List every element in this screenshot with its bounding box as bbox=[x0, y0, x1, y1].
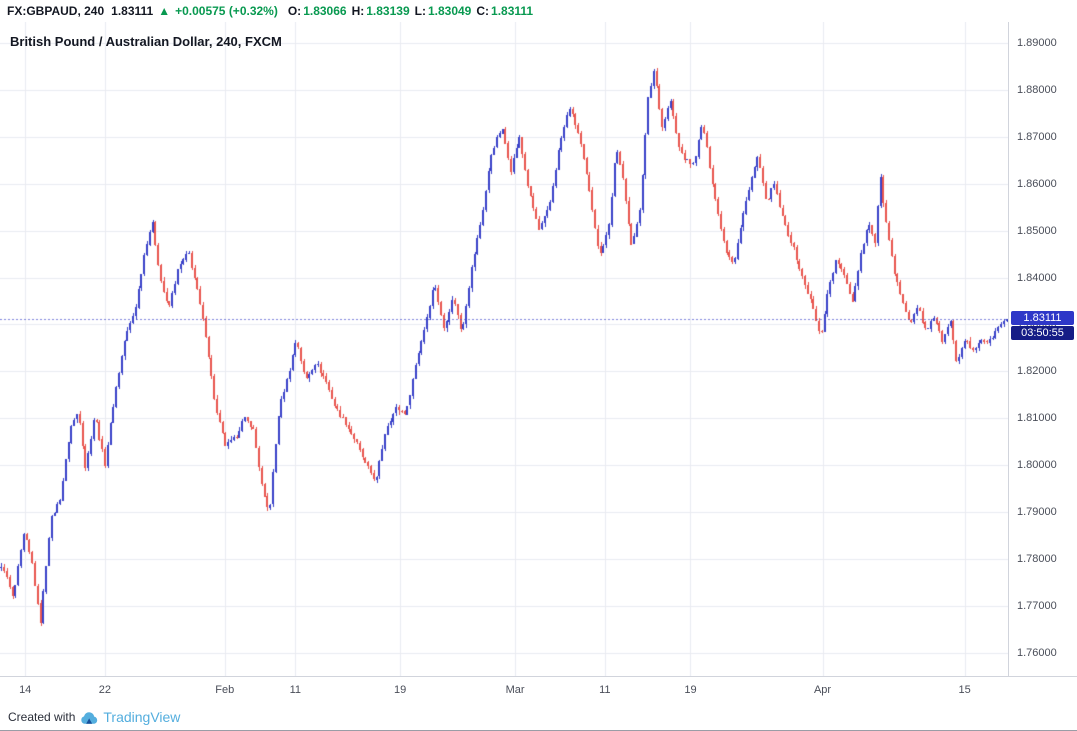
time-tick-label: Mar bbox=[505, 684, 525, 696]
time-tick-label: 14 bbox=[19, 684, 32, 696]
price-tick-label: 1.85000 bbox=[1017, 224, 1057, 237]
low-value: 1.83049 bbox=[427, 4, 472, 18]
price-tick-label: 1.87000 bbox=[1017, 130, 1057, 143]
time-tick-label: 19 bbox=[684, 684, 697, 696]
time-tick-label: 22 bbox=[98, 684, 111, 696]
chart-plot-area[interactable]: British Pound / Australian Dollar, 240, … bbox=[0, 22, 1008, 676]
candlestick-canvas[interactable] bbox=[0, 22, 1008, 676]
created-with-text: Created with bbox=[8, 710, 76, 724]
price-tick-label: 1.89000 bbox=[1017, 37, 1057, 50]
time-axis[interactable]: 14 22 Feb 11 19 Mar 11 19 Apr 15 bbox=[0, 676, 1077, 704]
price-tick-label: 1.86000 bbox=[1017, 177, 1057, 190]
price-tick-label: 1.78000 bbox=[1017, 552, 1057, 565]
open-value: 1.83066 bbox=[303, 4, 347, 18]
time-tick-label: Feb bbox=[215, 684, 235, 696]
symbol-legend: FX:GBPAUD, 240 1.83111 ▲ +0.00575 (+0.32… bbox=[0, 0, 1077, 22]
close-value: 1.83111 bbox=[491, 4, 534, 18]
price-tick-label: 1.79000 bbox=[1017, 505, 1057, 518]
price-tick-label: 1.80000 bbox=[1017, 459, 1057, 472]
price-change: +0.00575 (+0.32%) bbox=[175, 4, 278, 18]
time-tick-label: 15 bbox=[958, 684, 971, 696]
last-price: 1.83111 bbox=[111, 4, 154, 18]
high-value: 1.83139 bbox=[366, 4, 410, 18]
price-tick-label: 1.84000 bbox=[1017, 271, 1057, 284]
countdown-badge: 03:50:55 bbox=[1011, 326, 1074, 341]
open-label: O: bbox=[287, 4, 302, 18]
price-tick-label: 1.88000 bbox=[1017, 83, 1057, 96]
high-label: H: bbox=[351, 4, 365, 18]
time-tick-label: 11 bbox=[289, 684, 302, 696]
symbol-title[interactable]: FX:GBPAUD, 240 bbox=[7, 4, 105, 18]
tradingview-logo-icon bbox=[81, 711, 98, 724]
price-tick-label: 1.81000 bbox=[1017, 412, 1057, 425]
price-axis[interactable]: 1.83111 03:50:55 1.89000 1.88000 1.87000 1.… bbox=[1008, 22, 1077, 676]
time-tick-label: 19 bbox=[394, 684, 407, 696]
price-tick-label: 1.82000 bbox=[1017, 365, 1057, 378]
chart-title: British Pound / Australian Dollar, 240, … bbox=[10, 34, 282, 49]
price-tick-label: 1.77000 bbox=[1017, 599, 1057, 612]
change-arrow-icon: ▲ bbox=[158, 4, 171, 18]
attribution: Created with TradingView bbox=[0, 704, 1077, 730]
last-price-badge: 1.83111 bbox=[1011, 311, 1074, 326]
price-tick-label: 1.76000 bbox=[1017, 646, 1057, 659]
tradingview-wordmark[interactable]: TradingView bbox=[103, 709, 181, 725]
low-label: L: bbox=[414, 4, 426, 18]
time-tick-label: Apr bbox=[813, 684, 832, 696]
time-tick-label: 11 bbox=[599, 684, 611, 696]
close-label: C: bbox=[476, 4, 490, 18]
